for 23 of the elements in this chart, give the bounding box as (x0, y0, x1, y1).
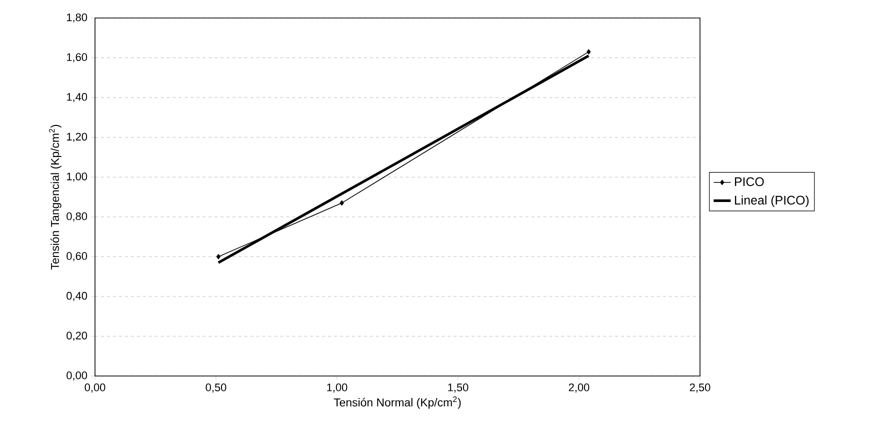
y-tick-label: 0,40 (66, 292, 88, 301)
y-tick-label: 1,40 (66, 93, 88, 102)
x-tick-label: 0,50 (206, 384, 226, 393)
point (586, 49, 591, 54)
x-axis-title: Tensión Normal (Kp/cm$^{2}$) (334, 396, 461, 409)
y-tick-label: 1,60 (66, 53, 88, 62)
y-tick-label: 0,00 (66, 371, 88, 381)
legend-label: PICO (734, 177, 764, 186)
y-tick-label: 1,20 (66, 132, 88, 142)
y-tick-label: 0,60 (66, 252, 88, 262)
point (216, 254, 220, 260)
y-axis-title: Tensión Tangencial (Kp/cm$^{2}$) (49, 124, 62, 270)
x-tick-label: 1,50 (448, 384, 468, 393)
x-tick-label: 2,00 (568, 384, 590, 393)
x-tick-label: 2,50 (690, 384, 710, 393)
x-tick-label: 1,00 (327, 384, 348, 393)
point (340, 200, 344, 206)
y-tick-label: 0,20 (66, 332, 88, 341)
y-tick-label: 0,80 (66, 212, 88, 222)
y-tick-label: 1,80 (66, 13, 88, 23)
x-tick-label: 0,00 (84, 384, 106, 393)
legend-label: Lineal (PICO) (734, 195, 809, 208)
y-tick-label: 1,00 (66, 172, 88, 182)
